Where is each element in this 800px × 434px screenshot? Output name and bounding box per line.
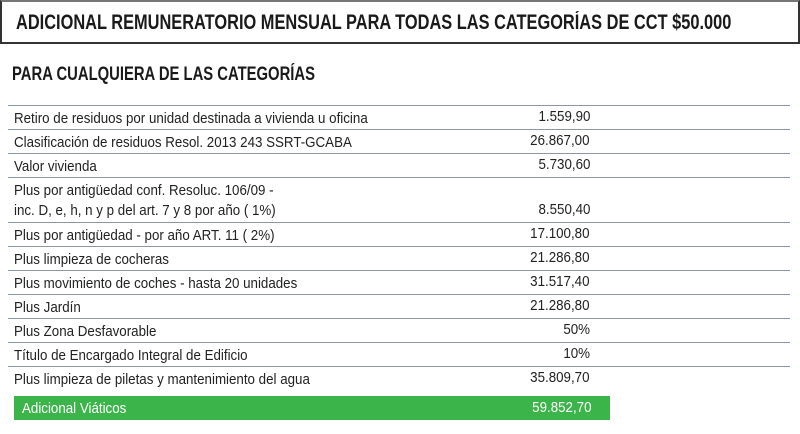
row-value: 17.100,80 [530,226,590,242]
table-row: Valor vivienda 5.730,60 [8,154,790,178]
row-label: Plus Jardín [14,300,81,316]
table-row: Plus movimiento de coches - hasta 20 uni… [8,271,790,295]
table-row: Título de Encargado Integral de Edificio… [8,343,790,367]
row-label: Plus por antigüedad conf. Resoluc. 106/0… [14,183,274,199]
row-label: Plus movimiento de coches - hasta 20 uni… [14,276,298,292]
row-label: Plus limpieza de cocheras [14,252,169,268]
section-title: PARA CUALQUIERA DE LAS CATEGORÍAS [12,64,315,85]
table-row: Plus Jardín 21.286,80 [8,295,790,319]
row-value: 21.286,80 [530,298,590,314]
table-row: Plus Zona Desfavorable 50% [8,319,790,343]
allowances-table: Retiro de residuos por unidad destinada … [8,105,790,390]
table-row: Clasificación de residuos Resol. 2013 24… [8,130,790,154]
page-title: ADICIONAL REMUNERATORIO MENSUAL PARA TOD… [16,11,732,34]
table-row: Plus limpieza de piletas y mantenimiento… [8,367,790,390]
row-label: Valor vivienda [14,159,97,175]
row-value: 10% [563,346,590,362]
row-value: 8.550,40 [538,202,590,218]
header-box: ADICIONAL REMUNERATORIO MENSUAL PARA TOD… [0,0,800,44]
row-label: Título de Encargado Integral de Edificio [14,348,248,364]
row-label: Plus limpieza de piletas y mantenimiento… [14,372,310,388]
total-row: Adicional Viáticos 59.852,70 [14,396,610,420]
row-value: 1.559,90 [538,109,590,125]
row-label: Clasificación de residuos Resol. 2013 24… [14,135,352,151]
row-label: Plus Zona Desfavorable [14,324,157,340]
row-value: 31.517,40 [530,274,590,290]
total-value: 59.852,70 [532,400,592,416]
row-value: 50% [563,322,590,338]
table-row: Plus por antigüedad conf. Resoluc. 106/0… [8,178,790,223]
table-row: Plus limpieza de cocheras 21.286,80 [8,247,790,271]
row-value: 35.809,70 [530,370,590,386]
row-label: Retiro de residuos por unidad destinada … [14,111,368,127]
table-row: Plus por antigüedad - por año ART. 11 ( … [8,223,790,247]
total-label: Adicional Viáticos [22,401,127,417]
row-label: Plus por antigüedad - por año ART. 11 ( … [14,228,275,244]
row-value: 26.867,00 [530,133,590,149]
table-row: Retiro de residuos por unidad destinada … [8,106,790,130]
row-value: 21.286,80 [530,250,590,266]
row-value: 5.730,60 [538,157,590,173]
row-label-continued: inc. D, e, h, n y p del art. 7 y 8 por a… [14,203,276,219]
